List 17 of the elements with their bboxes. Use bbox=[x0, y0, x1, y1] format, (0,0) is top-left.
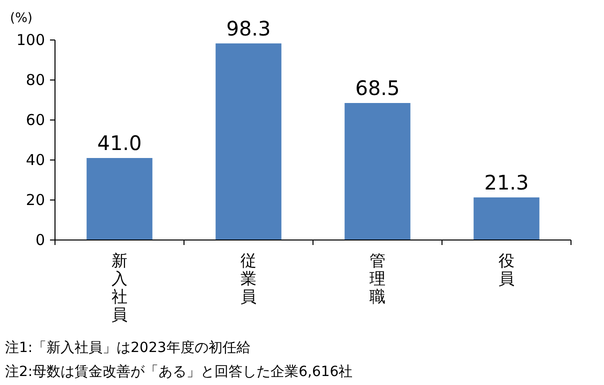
y-tick-label: 60 bbox=[26, 111, 45, 129]
y-tick-label: 0 bbox=[35, 231, 45, 249]
y-axis-title: (%) bbox=[10, 11, 32, 26]
data-label: 68.5 bbox=[355, 76, 400, 100]
x-tick-label: 従業員 bbox=[240, 251, 256, 306]
text: 注2:母数は賃金改善が「ある」と回答した企業6,616社 bbox=[5, 363, 353, 380]
y-tick-label: 20 bbox=[26, 191, 45, 209]
data-label: 98.3 bbox=[226, 16, 271, 40]
data-label: 41.0 bbox=[97, 131, 142, 155]
y-tick-label: 100 bbox=[16, 31, 45, 49]
y-tick-label: 40 bbox=[26, 151, 45, 169]
x-tick-label: 役員 bbox=[498, 251, 514, 288]
y-tick-label: 80 bbox=[26, 71, 45, 89]
x-tick-label: 新入社員 bbox=[112, 251, 128, 324]
data-label: 21.3 bbox=[484, 170, 529, 194]
x-tick-label: 管理職 bbox=[370, 251, 386, 306]
text: 注1:「新入社員」は2023年度の初任給 bbox=[5, 340, 250, 356]
